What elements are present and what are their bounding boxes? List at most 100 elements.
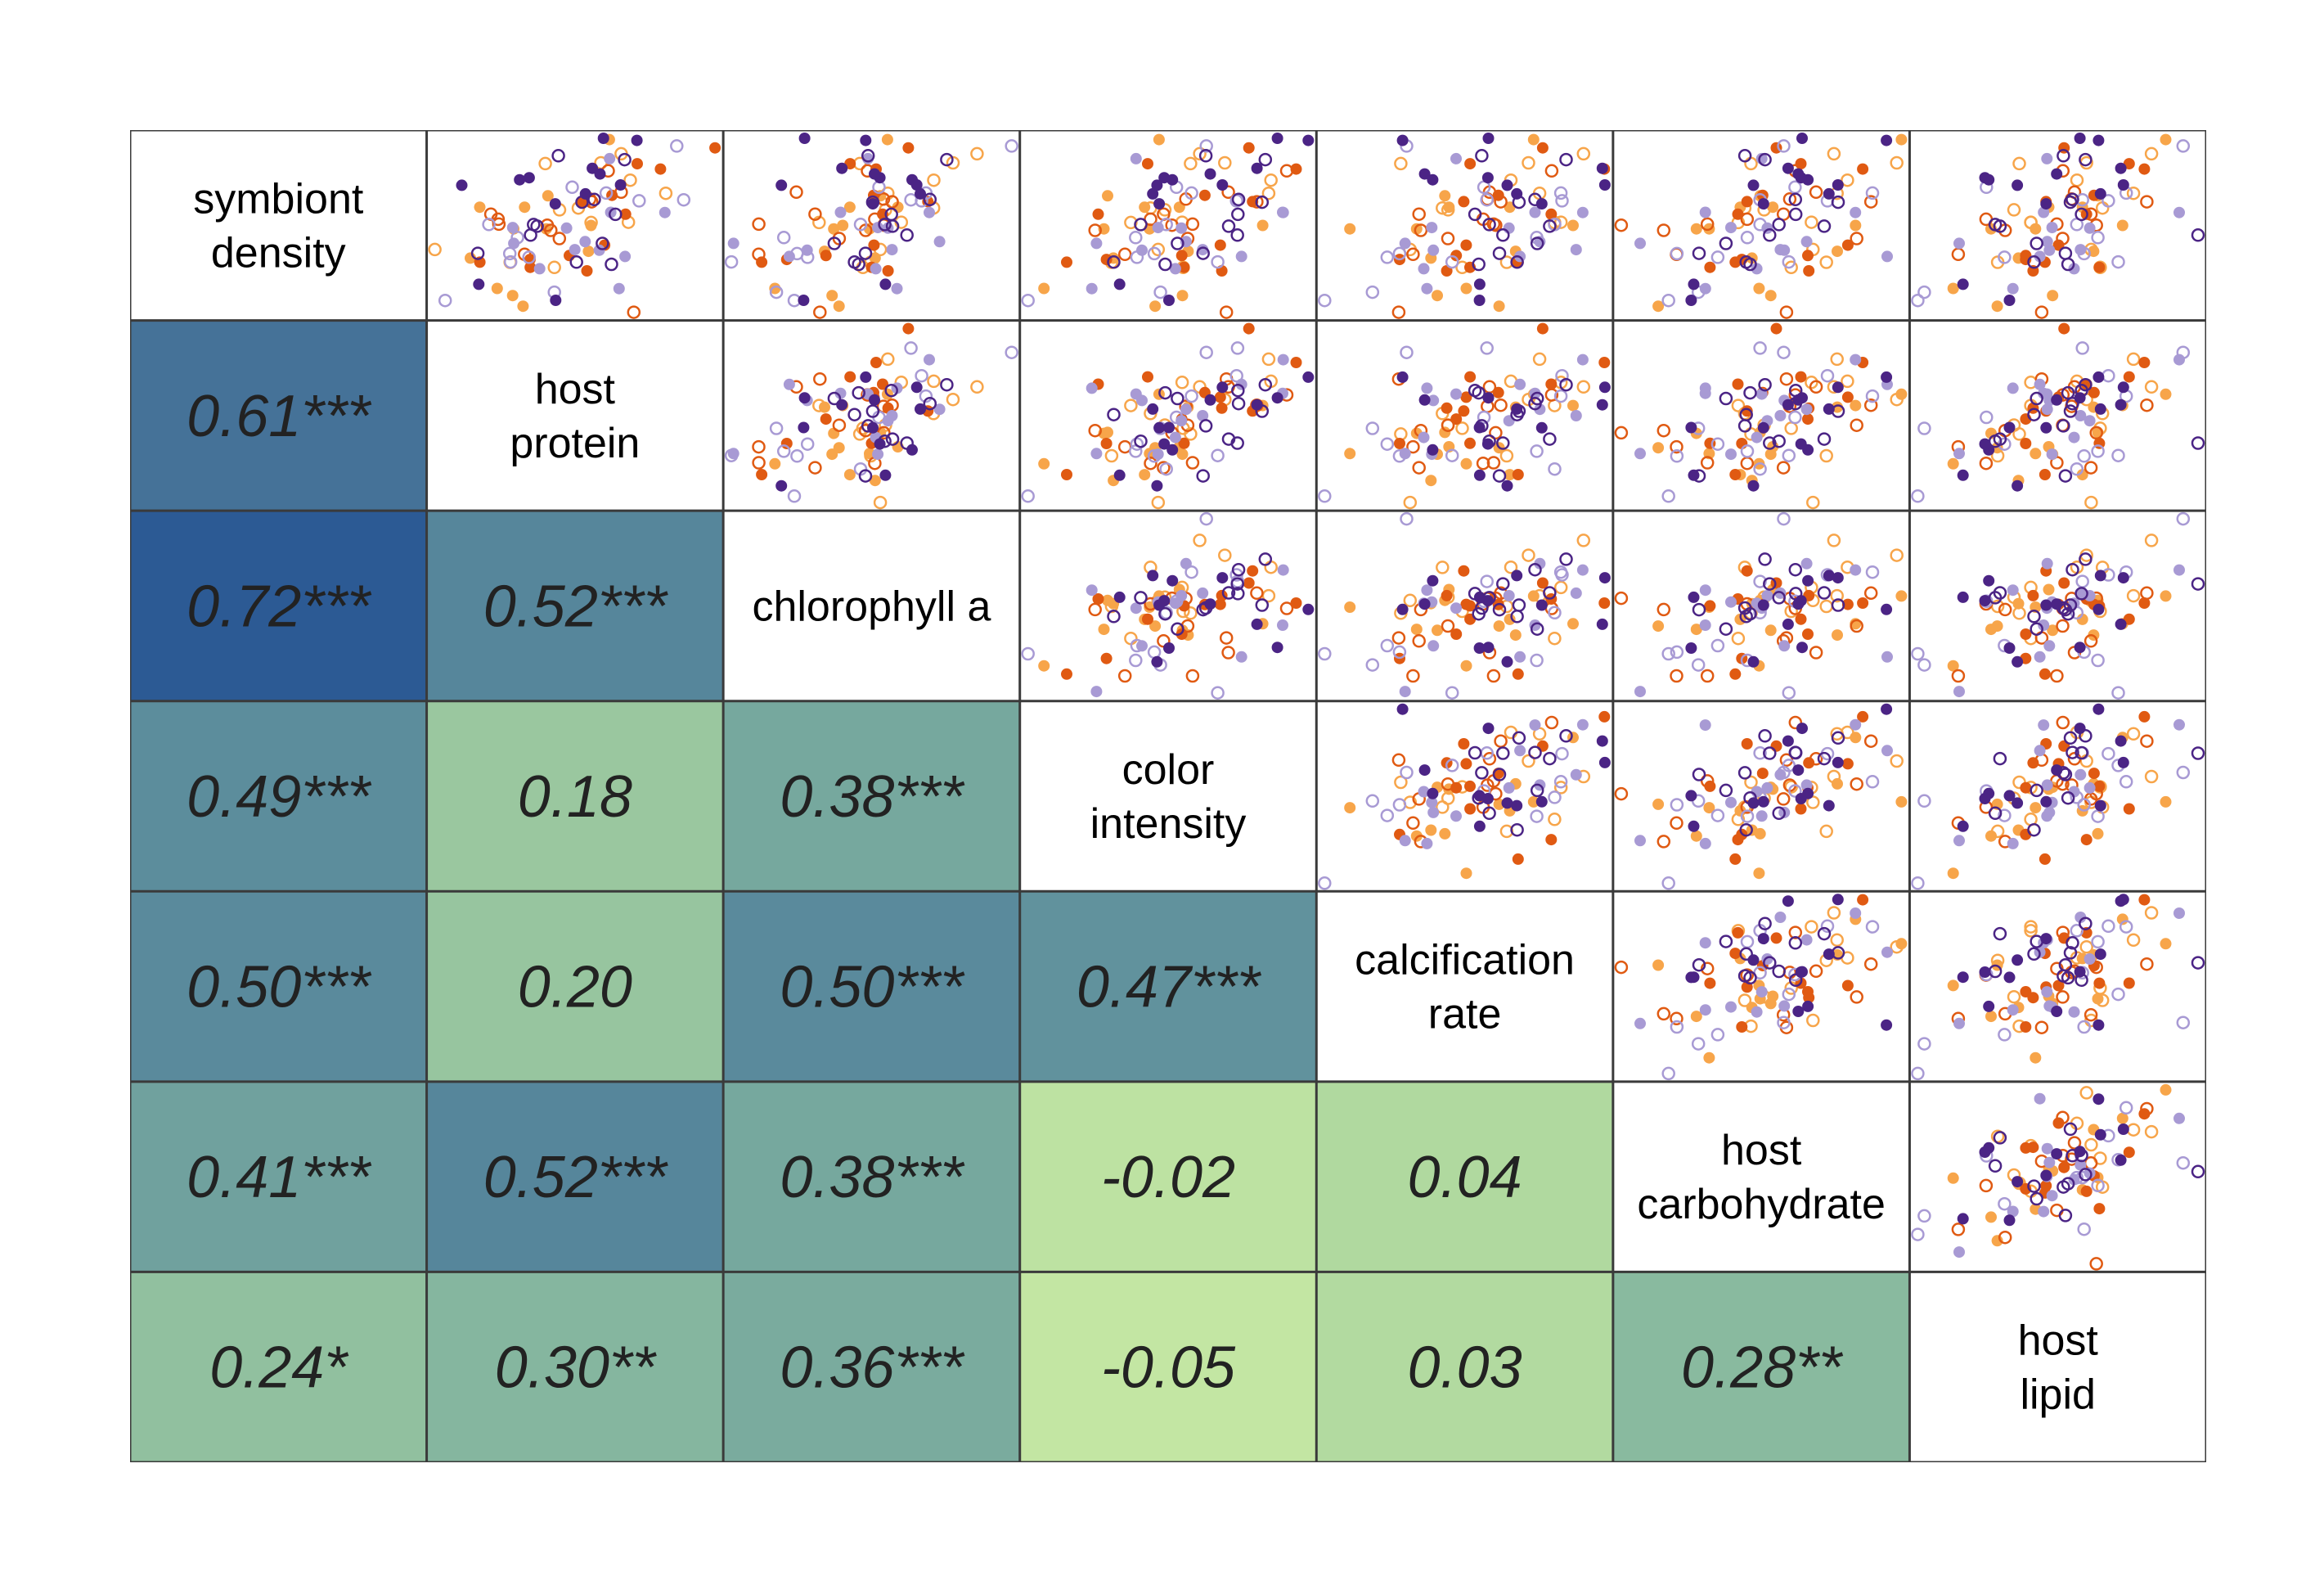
scatter-point: [1911, 1066, 1925, 1081]
scatter-point: [1528, 562, 1542, 577]
scatter-point: [1802, 250, 1814, 262]
scatter-point: [1548, 631, 1562, 646]
scatter-point: [1841, 598, 1854, 610]
scatter-point: [1979, 793, 1991, 804]
scatter-point: [828, 223, 840, 235]
scatter-point: [2126, 727, 2141, 741]
scatter-point: [2075, 912, 2087, 923]
scatter-point: [910, 179, 923, 191]
scatter-point: [519, 201, 531, 214]
scatter-point: [1264, 560, 1278, 574]
scatter-point: [1570, 244, 1582, 256]
scatter-point: [1503, 781, 1515, 794]
scatter-point: [1147, 246, 1162, 261]
scatter-point: [2012, 480, 2024, 492]
scatter-point: [1736, 1021, 1748, 1033]
scatter-point: [1548, 790, 1562, 804]
scatter-point: [2063, 195, 2078, 209]
scatter-point: [1737, 601, 1752, 615]
scatter-point: [1510, 408, 1524, 421]
scatter-point: [1770, 142, 1782, 154]
scatter-point: [1817, 219, 1832, 233]
scatter-point: [1788, 936, 1803, 950]
scatter-point: [599, 186, 614, 200]
scatter-point: [1204, 394, 1216, 406]
scatter-point: [1425, 475, 1437, 487]
scatter-point: [1277, 619, 1288, 631]
scatter-point: [2040, 1180, 2052, 1191]
variable-label-5: host carbohydrate: [1637, 1127, 1886, 1228]
scatter-point: [789, 185, 803, 200]
variable-label-line: host: [535, 366, 616, 413]
scatter-point: [1392, 798, 1407, 812]
scatter-point: [1979, 966, 1991, 978]
scatter-point: [2144, 534, 2159, 547]
scatter-point: [1196, 246, 1210, 260]
scatter-point: [1218, 155, 1232, 170]
scatter-point: [756, 469, 768, 480]
scatter-point: [1998, 1028, 2012, 1042]
scatter-point: [1553, 781, 1568, 795]
scatter-point: [1688, 278, 1700, 290]
scatter-point: [2063, 731, 2078, 745]
scatter-point: [2089, 960, 2103, 975]
scatter-point: [1827, 534, 1841, 547]
scatter-point: [542, 190, 554, 202]
scatter-point: [1740, 212, 1755, 227]
scatter-point: [1802, 574, 1814, 587]
scatter-point: [1796, 723, 1808, 735]
scatter-point: [1770, 740, 1782, 752]
scatter-point: [828, 427, 840, 439]
scatter-point: [1863, 957, 1878, 971]
correlation-value-6-1: 0.30**: [495, 1335, 657, 1401]
scatter-point: [1482, 591, 1496, 605]
scatter-point: [1396, 703, 1409, 715]
scatter-point: [1544, 715, 1559, 730]
scatter-panel-3-6: [1911, 703, 2205, 890]
scatter-point: [1255, 195, 1270, 209]
scatter-point: [1831, 598, 1845, 612]
scatter-point: [619, 208, 632, 220]
scatter-point: [2160, 938, 2172, 950]
scatter-point: [769, 285, 784, 299]
scatter-point: [1318, 293, 1332, 308]
scatter-point: [1753, 867, 1765, 880]
correlation-value-6-3: -0.05: [1101, 1335, 1236, 1401]
correlation-cell-3-1: [426, 700, 724, 892]
correlation-value-2-0: 0.72***: [187, 574, 371, 639]
scatter-point: [1460, 598, 1472, 610]
scatter-point: [587, 192, 601, 207]
scatter-point: [1113, 469, 1126, 481]
scatter-point: [1830, 933, 1844, 948]
scatter-point: [1088, 423, 1102, 438]
scatter-point: [1739, 947, 1753, 961]
scatter-point: [915, 187, 926, 200]
scatter-point: [1993, 926, 2007, 941]
scatter-point: [2012, 156, 2026, 171]
scatter-point: [1464, 780, 1476, 792]
scatter-point: [878, 218, 892, 232]
scatter-point: [1953, 835, 1965, 847]
scatter-point: [1947, 660, 1959, 672]
scatter-point: [1741, 196, 1753, 208]
scatter-point: [2056, 1110, 2070, 1125]
scatter-point: [1184, 427, 1198, 441]
scatter-panel-0-4: [1318, 133, 1611, 319]
scatter-point: [2039, 853, 2051, 865]
scatter-point: [2030, 391, 2043, 406]
scatter-point: [1475, 766, 1489, 780]
variable-label-line: chlorophyll a: [752, 583, 991, 630]
scatter-point: [1086, 282, 1098, 295]
scatter-point: [813, 371, 827, 386]
scatter-point: [1130, 602, 1142, 615]
scatter-point: [1598, 597, 1611, 609]
scatter-point: [1204, 168, 1216, 180]
scatter-point: [1088, 223, 1102, 237]
scatter-point: [2027, 255, 2041, 269]
scatter-point: [1302, 371, 1315, 383]
scatter-point: [837, 219, 849, 232]
scatter-point: [1691, 1037, 1706, 1051]
scatter-point: [2092, 1019, 2105, 1031]
scatter-point: [2074, 133, 2086, 144]
scatter-point: [1809, 964, 1823, 979]
